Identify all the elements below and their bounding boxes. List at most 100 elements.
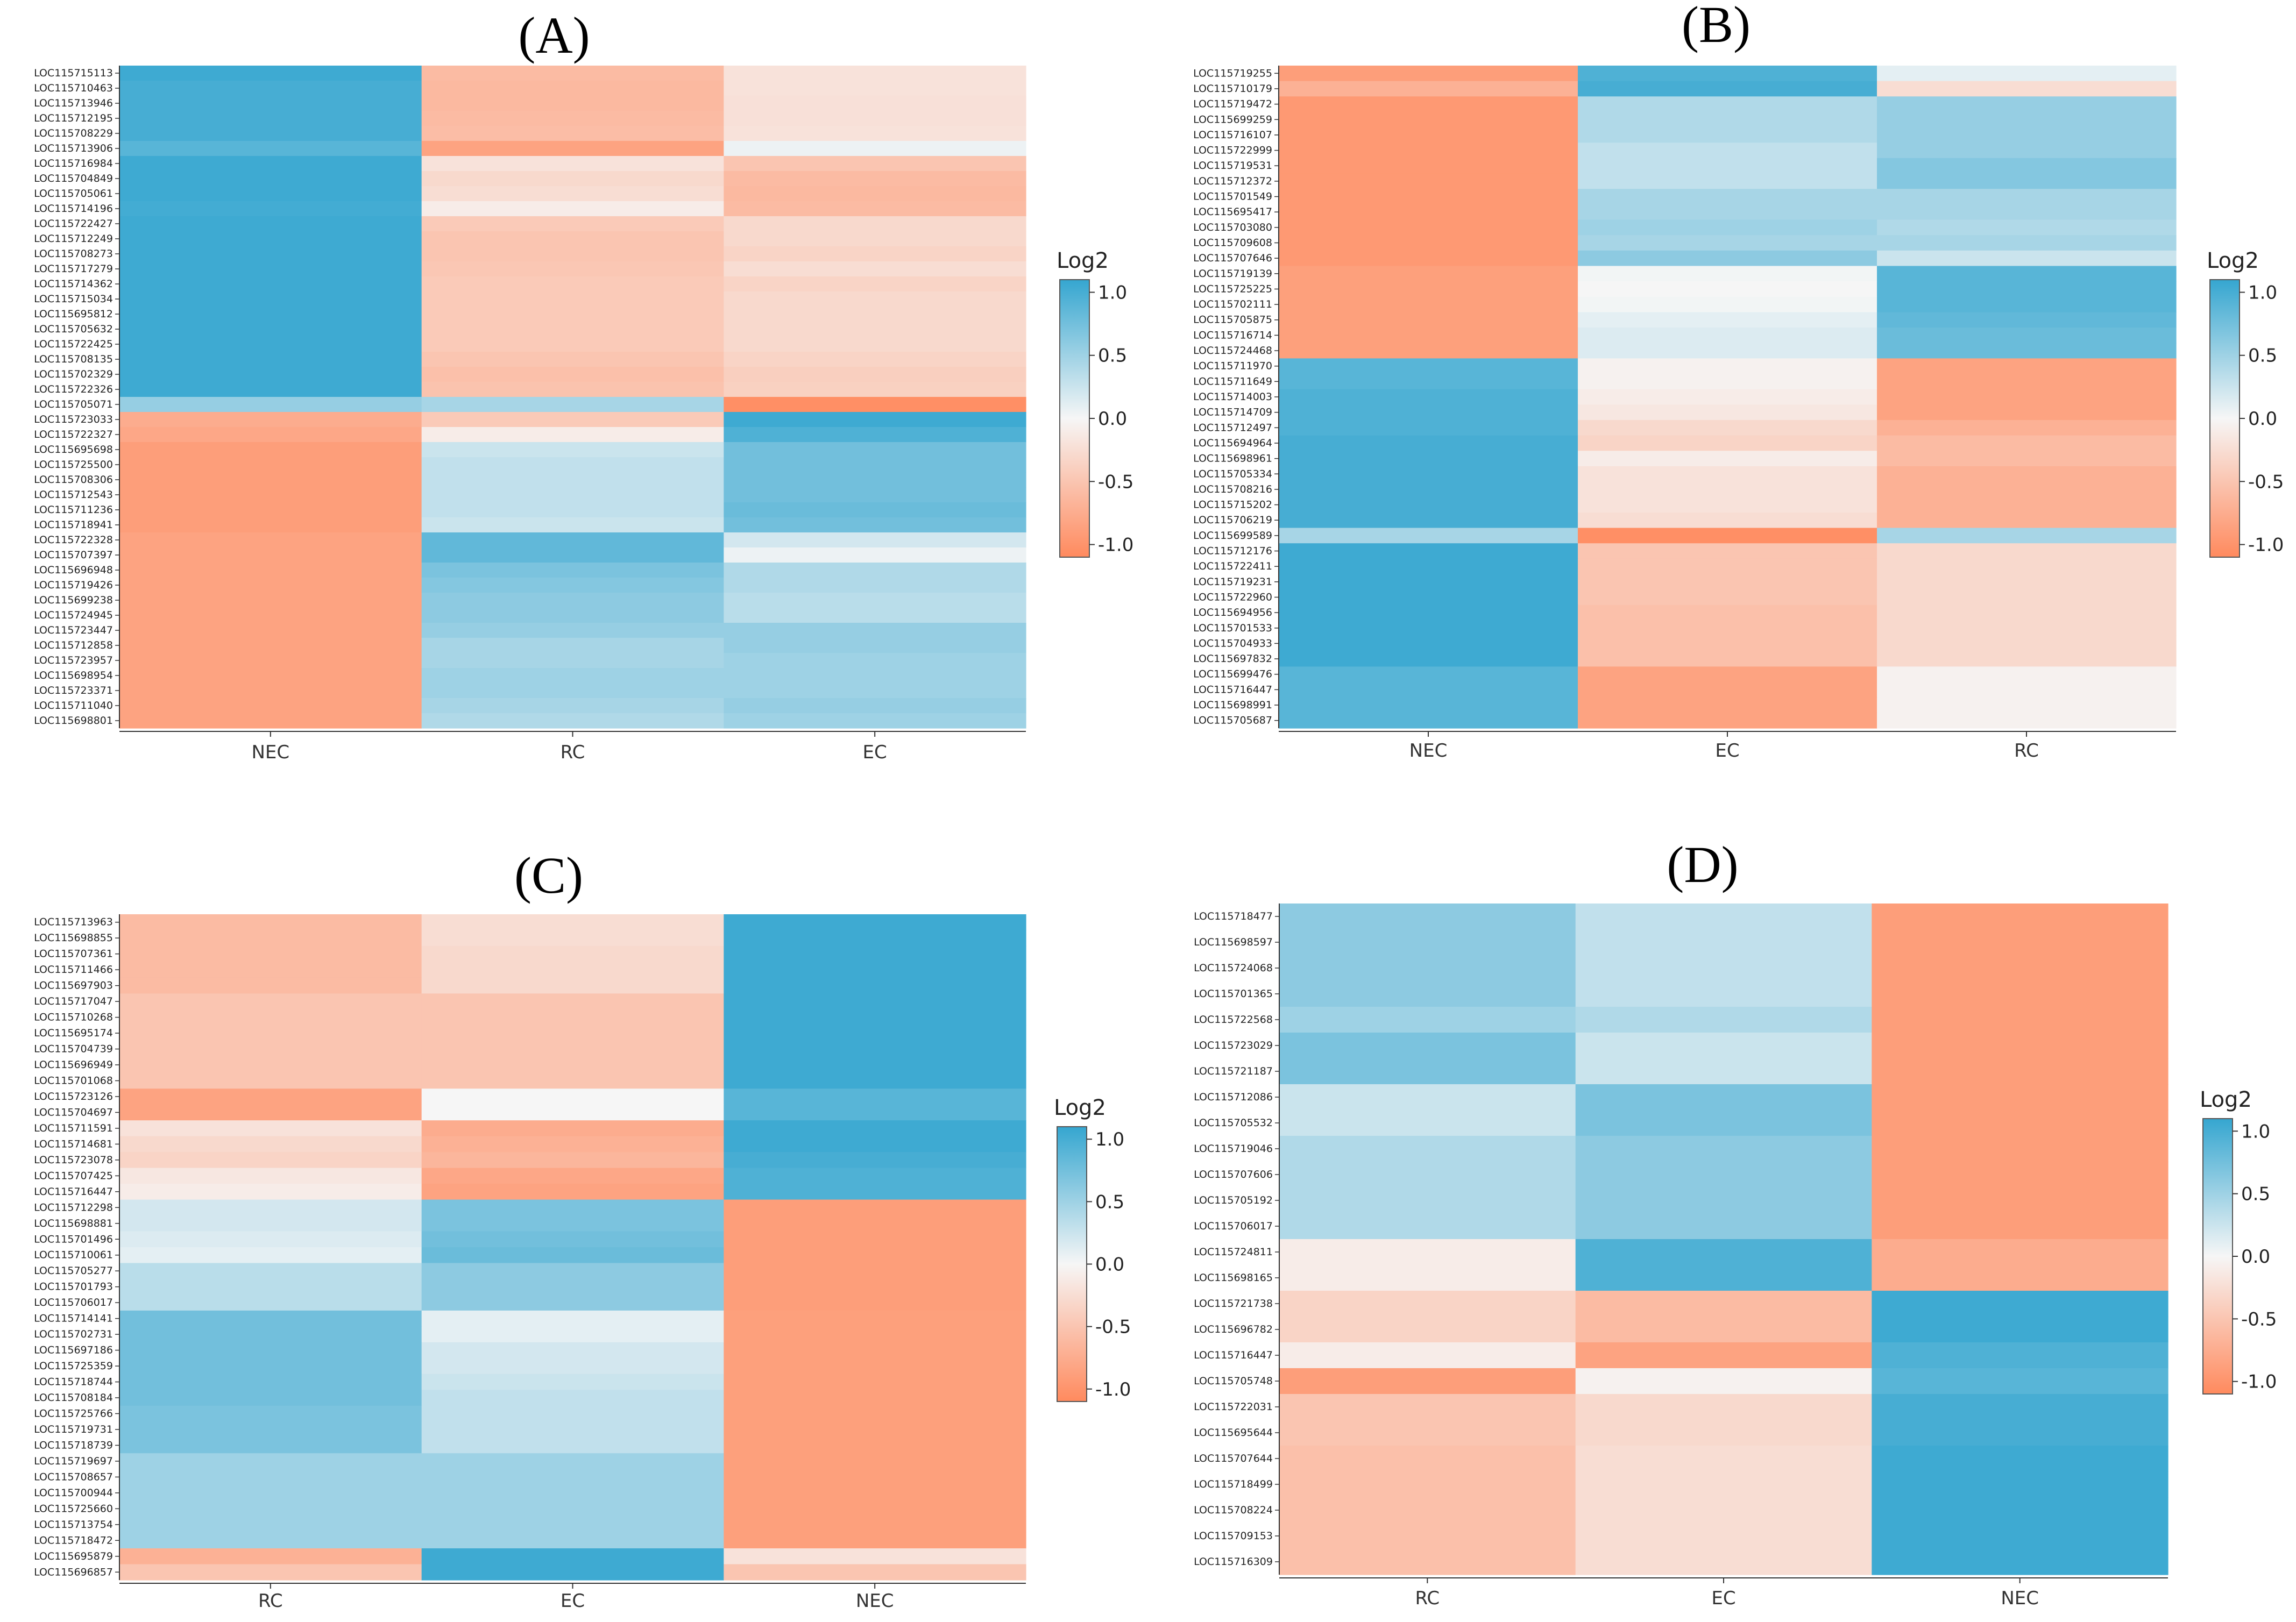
heatmap-cell bbox=[724, 367, 1026, 382]
gene-label: LOC115705061 bbox=[34, 188, 113, 200]
heatmap-cell bbox=[119, 1421, 422, 1438]
heatmap-cell bbox=[1872, 1549, 2169, 1575]
heatmap-cell bbox=[1872, 904, 2169, 930]
heatmap-cell bbox=[421, 322, 724, 337]
heatmap-cell bbox=[1279, 1110, 1576, 1136]
gene-label: LOC115724068 bbox=[1194, 962, 1273, 974]
gene-label: LOC115712176 bbox=[1193, 545, 1272, 557]
gene-label: LOC115710463 bbox=[34, 82, 113, 94]
heatmap-cell bbox=[1877, 281, 2177, 297]
heatmap-cell bbox=[724, 1437, 1026, 1454]
heatmap-cell bbox=[1872, 1317, 2169, 1343]
heatmap-cell bbox=[1872, 1523, 2169, 1549]
heatmap-cell bbox=[1279, 904, 1576, 930]
gene-label: LOC115718499 bbox=[1194, 1478, 1273, 1490]
heatmap-cell bbox=[1578, 281, 1877, 297]
heatmap-cell bbox=[119, 698, 422, 714]
gene-label: LOC115712249 bbox=[34, 233, 113, 245]
heatmap-cell bbox=[119, 1057, 422, 1073]
heatmap-cell bbox=[1279, 235, 1578, 251]
heatmap-cell bbox=[421, 1326, 724, 1343]
gene-label: LOC115725359 bbox=[34, 1360, 113, 1372]
heatmap-cell bbox=[421, 962, 724, 978]
heatmap-cell bbox=[119, 1041, 422, 1057]
heatmap-cell bbox=[724, 1025, 1026, 1042]
gene-label: LOC115701068 bbox=[34, 1075, 113, 1087]
heatmap-cell bbox=[421, 1184, 724, 1200]
heatmap-cell bbox=[724, 141, 1026, 156]
gene-label: LOC115717279 bbox=[34, 263, 113, 275]
gene-label: LOC115707425 bbox=[34, 1170, 113, 1182]
heatmap-cell bbox=[1575, 955, 1872, 981]
heatmap-cell bbox=[1578, 451, 1877, 467]
heatmap-cell bbox=[1279, 1162, 1576, 1188]
heatmap-cell bbox=[724, 186, 1026, 202]
x-tick-label: RC bbox=[2014, 740, 2039, 762]
heatmap-cell bbox=[724, 126, 1026, 141]
heatmap-cell bbox=[1279, 328, 1578, 344]
heatmap-cell bbox=[1279, 389, 1578, 405]
gene-label: LOC115698954 bbox=[34, 670, 113, 681]
heatmap-cell bbox=[1877, 481, 2177, 497]
heatmap-cell bbox=[724, 442, 1026, 458]
heatmap-cell bbox=[1279, 713, 1578, 729]
heatmap-cell bbox=[1279, 955, 1576, 981]
heatmap-cell bbox=[421, 367, 724, 382]
gene-label: LOC115703080 bbox=[1193, 222, 1272, 233]
heatmap-cell bbox=[1877, 620, 2177, 636]
gene-label: LOC115713946 bbox=[34, 97, 113, 109]
gene-label: LOC115695812 bbox=[34, 308, 113, 320]
heatmap-cell bbox=[119, 216, 422, 232]
heatmap-cell bbox=[119, 1152, 422, 1169]
heatmap-cell bbox=[421, 81, 724, 96]
heatmap-cell bbox=[724, 977, 1026, 994]
heatmap-cell bbox=[1578, 189, 1877, 205]
gene-label: LOC115716714 bbox=[1193, 329, 1272, 341]
gene-label: LOC115714681 bbox=[34, 1138, 113, 1150]
heatmap-cell bbox=[1575, 1368, 1872, 1395]
gene-label: LOC115713906 bbox=[34, 143, 113, 154]
heatmap-cell bbox=[724, 246, 1026, 262]
heatmap-cell bbox=[1279, 1007, 1576, 1033]
legend-tick-label: -1.0 bbox=[2248, 535, 2284, 556]
gene-label: LOC115705192 bbox=[1194, 1194, 1273, 1206]
heatmap-cell bbox=[1575, 1084, 1872, 1111]
gene-label: LOC115723078 bbox=[34, 1154, 113, 1166]
heatmap-cell bbox=[1578, 419, 1877, 436]
heatmap-cell bbox=[1575, 1007, 1872, 1033]
heatmap-cell bbox=[421, 1089, 724, 1105]
gene-label: LOC115699476 bbox=[1193, 668, 1272, 680]
heatmap-cell bbox=[724, 1247, 1026, 1264]
heatmap-cell bbox=[421, 1342, 724, 1358]
heatmap-cell bbox=[724, 1215, 1026, 1232]
heatmap-cell bbox=[119, 367, 422, 382]
heatmap-cells bbox=[119, 66, 1026, 729]
gene-label: LOC115697903 bbox=[34, 980, 113, 992]
heatmap-cell bbox=[724, 962, 1026, 978]
heatmap-cell bbox=[724, 352, 1026, 367]
legend-tick-label: 1.0 bbox=[2248, 282, 2277, 303]
heatmap-cell bbox=[119, 472, 422, 488]
legend-tick-label: -0.5 bbox=[1095, 1317, 1131, 1338]
gene-label: LOC115711466 bbox=[34, 964, 113, 976]
gene-label: LOC115718472 bbox=[34, 1534, 113, 1546]
heatmap-cell bbox=[421, 547, 724, 563]
gene-label: LOC115702731 bbox=[34, 1328, 113, 1340]
gene-label: LOC115722999 bbox=[1193, 145, 1272, 156]
heatmap-cell bbox=[421, 1104, 724, 1121]
heatmap-cell bbox=[1872, 1084, 2169, 1111]
gene-label: LOC115701496 bbox=[34, 1233, 113, 1245]
heatmap-cell bbox=[421, 1041, 724, 1057]
heatmap-cell bbox=[1578, 250, 1877, 267]
heatmap-cell bbox=[1578, 682, 1877, 698]
heatmap-cell bbox=[1279, 497, 1578, 513]
heatmap-cell bbox=[421, 261, 724, 277]
heatmap-cell bbox=[724, 532, 1026, 548]
heatmap-cell bbox=[421, 578, 724, 593]
heatmap-cell bbox=[724, 1421, 1026, 1438]
heatmap-cell bbox=[724, 81, 1026, 96]
heatmap-cell bbox=[724, 563, 1026, 578]
legend-colorbar bbox=[1057, 1126, 1087, 1402]
gene-label: LOC115705071 bbox=[34, 399, 113, 410]
gene-label: LOC115695698 bbox=[34, 444, 113, 456]
